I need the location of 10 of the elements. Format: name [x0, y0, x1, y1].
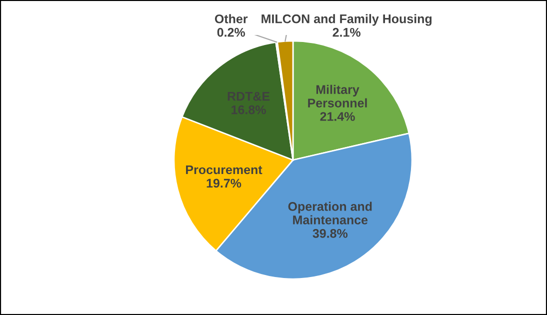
data-label: 0.2%: [217, 28, 246, 37]
slice-label: Operation and Maintenance: [288, 202, 372, 224]
data-label: 39.8%: [312, 228, 348, 238]
data-label: 19.7%: [206, 178, 242, 188]
data-label: 2.1%: [332, 28, 360, 37]
data-label: 21.4%: [320, 112, 355, 121]
slice-label: Procurement: [186, 165, 262, 174]
slice-label: MILCON and Family Housing: [262, 14, 432, 26]
slice-label: Military Personnel: [308, 84, 367, 108]
slice-label: Other: [214, 14, 248, 24]
